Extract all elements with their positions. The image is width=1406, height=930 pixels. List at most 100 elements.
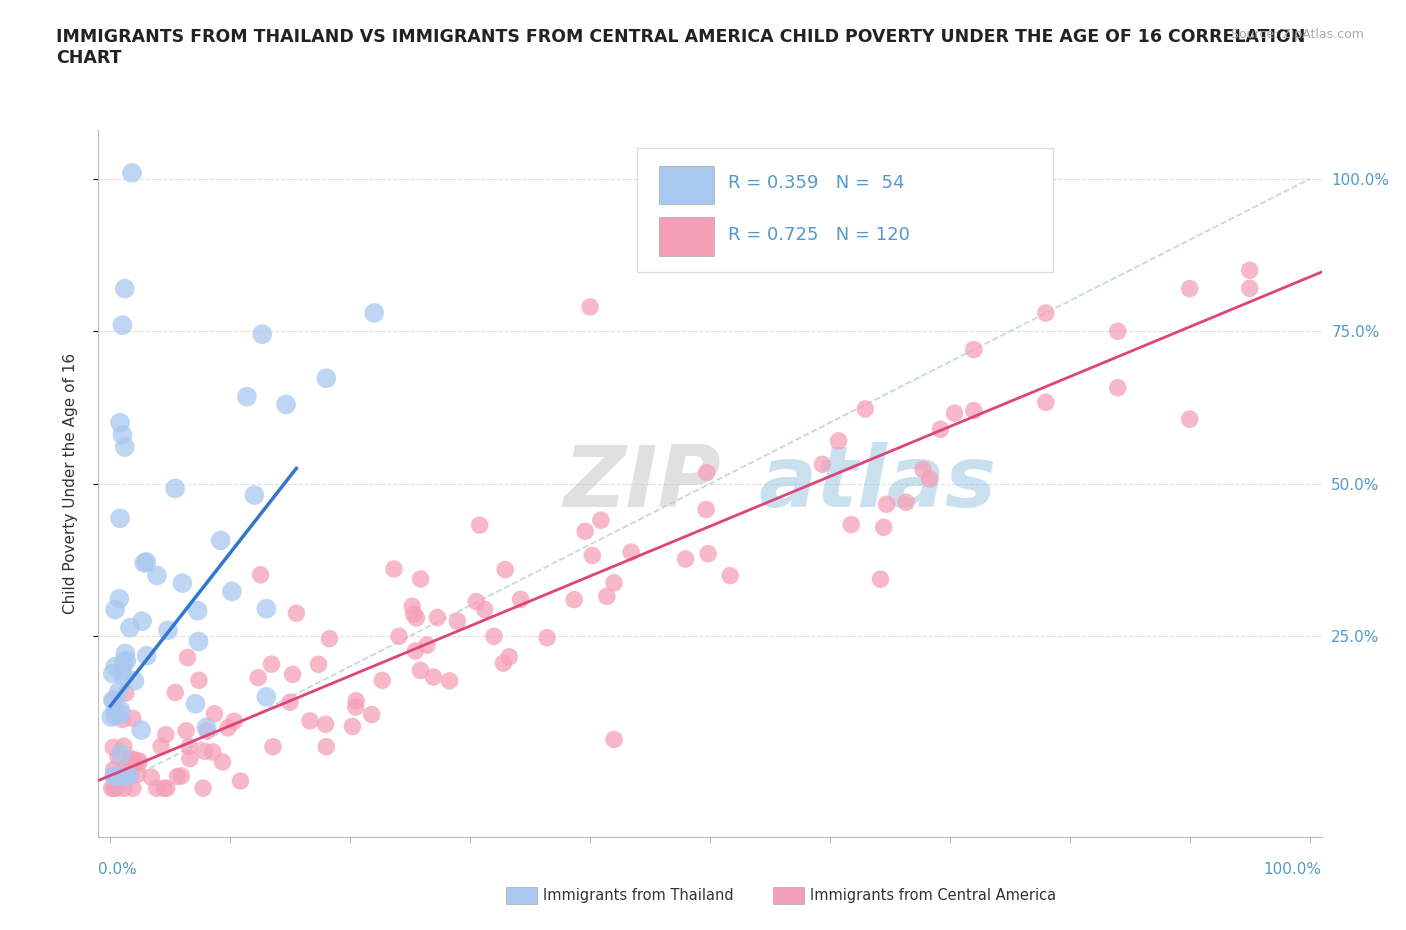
Text: R = 0.359   N =  54: R = 0.359 N = 54 xyxy=(728,174,905,193)
Point xyxy=(446,614,468,629)
Point xyxy=(166,769,188,784)
Point xyxy=(827,433,849,448)
Point xyxy=(112,738,135,753)
Point xyxy=(494,562,516,577)
Point xyxy=(111,428,134,443)
Point xyxy=(128,755,150,770)
Point xyxy=(468,518,491,533)
Point xyxy=(1107,380,1129,395)
Point xyxy=(853,402,876,417)
Point xyxy=(439,673,461,688)
Point xyxy=(194,744,217,759)
Point xyxy=(405,610,427,625)
Point xyxy=(222,714,245,729)
Point xyxy=(262,739,284,754)
Point xyxy=(165,685,187,700)
Point xyxy=(135,648,157,663)
Point xyxy=(101,693,124,708)
Point xyxy=(124,752,146,767)
Point xyxy=(249,567,271,582)
Point xyxy=(363,305,385,320)
Point xyxy=(589,512,612,527)
Point xyxy=(315,717,337,732)
Point xyxy=(111,773,134,788)
Point xyxy=(103,740,125,755)
Point xyxy=(103,762,125,777)
Point xyxy=(254,602,277,617)
Point xyxy=(360,707,382,722)
Point xyxy=(315,371,337,386)
Point xyxy=(209,533,232,548)
Point xyxy=(131,614,153,629)
Point xyxy=(187,634,209,649)
Point xyxy=(184,697,207,711)
Point xyxy=(308,657,330,671)
Point xyxy=(110,747,132,762)
Point xyxy=(562,592,585,607)
Point xyxy=(492,656,515,671)
Point xyxy=(110,768,132,783)
Point xyxy=(482,629,505,644)
Point xyxy=(176,650,198,665)
Point xyxy=(285,605,308,620)
Point xyxy=(187,672,209,687)
Point xyxy=(236,390,259,405)
Point xyxy=(281,667,304,682)
Point xyxy=(221,584,243,599)
Point xyxy=(695,502,717,517)
Point xyxy=(105,781,128,796)
Point xyxy=(620,545,643,560)
Point xyxy=(943,405,966,420)
Point xyxy=(201,745,224,760)
Point xyxy=(112,760,135,775)
Point xyxy=(110,707,132,722)
Point xyxy=(401,599,423,614)
Point xyxy=(153,781,176,796)
Point xyxy=(260,657,283,671)
Point xyxy=(474,602,496,617)
Text: Immigrants from Central America: Immigrants from Central America xyxy=(810,888,1056,903)
Point xyxy=(114,685,136,700)
Point xyxy=(112,655,135,670)
Point xyxy=(211,754,233,769)
Point xyxy=(498,649,520,664)
Point xyxy=(187,604,209,618)
Point xyxy=(536,631,558,645)
Point xyxy=(409,572,432,587)
Point xyxy=(121,757,143,772)
FancyBboxPatch shape xyxy=(637,148,1053,272)
Point xyxy=(254,689,277,704)
FancyBboxPatch shape xyxy=(658,217,714,256)
Point xyxy=(103,694,125,709)
Text: Source: ZipAtlas.com: Source: ZipAtlas.com xyxy=(1230,28,1364,41)
Point xyxy=(894,495,917,510)
Point xyxy=(929,422,952,437)
Point xyxy=(869,572,891,587)
Point xyxy=(274,397,297,412)
Point xyxy=(111,318,134,333)
Point xyxy=(876,497,898,512)
Point xyxy=(416,638,439,653)
Point xyxy=(718,568,741,583)
Point xyxy=(963,404,986,418)
Point xyxy=(1178,412,1201,427)
Point xyxy=(465,594,488,609)
Point xyxy=(247,671,270,685)
Point xyxy=(1035,395,1057,410)
Text: ZIP: ZIP xyxy=(564,442,721,525)
Point xyxy=(342,719,364,734)
Point xyxy=(217,721,239,736)
Point xyxy=(118,620,141,635)
Point xyxy=(145,781,167,796)
Point xyxy=(112,781,135,796)
Point xyxy=(195,720,218,735)
Point xyxy=(963,342,986,357)
Point xyxy=(108,415,131,430)
Point xyxy=(1178,281,1201,296)
Point xyxy=(110,703,132,718)
Point xyxy=(371,673,394,688)
Point xyxy=(101,666,124,681)
Point xyxy=(165,481,187,496)
Point xyxy=(603,576,626,591)
Point xyxy=(117,768,139,783)
